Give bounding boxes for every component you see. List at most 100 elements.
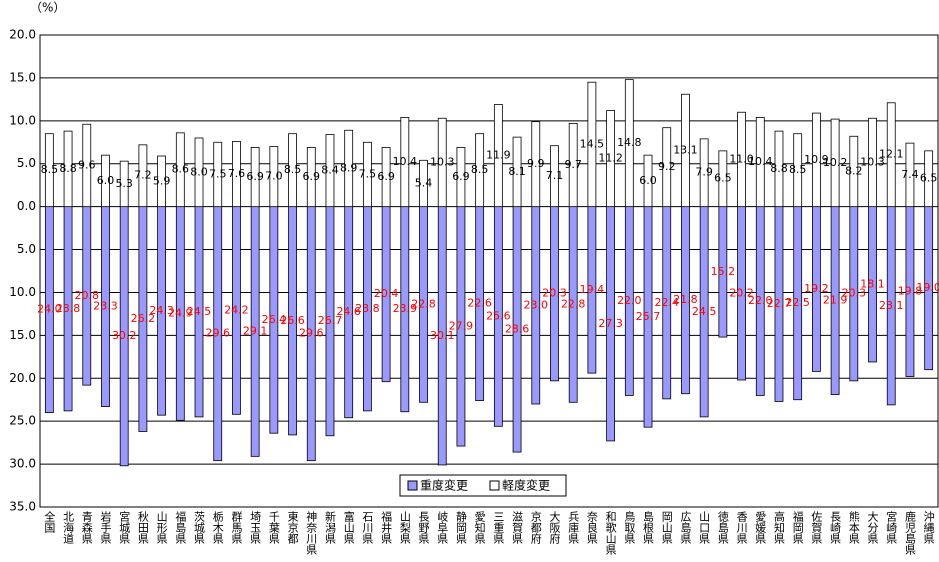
y-tick-label: 5.0	[17, 242, 36, 256]
data-label: 8.9	[340, 161, 358, 174]
bar	[774, 130, 784, 208]
x-tick-label: 島根県	[642, 510, 655, 545]
data-label: 6.9	[246, 170, 264, 183]
data-label: 30.2	[112, 329, 137, 342]
data-label: 26.2	[131, 312, 156, 325]
x-tick-label: 岐阜県	[436, 511, 449, 545]
data-label: 25.7	[636, 310, 661, 323]
data-label: 10.3	[860, 155, 885, 168]
bar	[101, 154, 110, 208]
data-label: 27.3	[598, 317, 623, 330]
data-label: 15.2	[711, 265, 736, 278]
bar	[362, 141, 372, 208]
bar	[718, 150, 728, 208]
x-tick-label: 鹿児島県	[903, 510, 916, 556]
bar	[531, 121, 541, 208]
data-label: 12.1	[879, 148, 904, 161]
x-tick-label: 東京都	[286, 511, 299, 544]
data-label: 8.8	[770, 162, 788, 175]
data-label: 8.4	[321, 164, 339, 177]
bar	[512, 136, 522, 208]
data-label: 19.0	[916, 281, 939, 294]
data-label: 23.8	[355, 302, 380, 315]
data-label: 20.8	[75, 289, 100, 302]
data-label: 7.5	[209, 167, 227, 180]
x-tick-label: 佐賀県	[810, 510, 823, 545]
data-label: 8.5	[41, 163, 59, 176]
data-label: 10.2	[823, 156, 848, 169]
data-label: 13.1	[673, 143, 698, 156]
data-label: 24.6	[336, 305, 361, 318]
x-tick-label: 和歌山県	[604, 511, 617, 556]
data-label: 7.2	[134, 169, 152, 182]
data-label: 8.1	[508, 165, 526, 178]
x-tick-label: 栃木県	[211, 510, 224, 545]
data-label: 10.9	[804, 153, 829, 166]
x-tick-label: 石川県	[361, 511, 374, 545]
bar	[82, 123, 92, 208]
bar	[493, 104, 503, 208]
bar	[587, 81, 597, 208]
y-tick-label: 10.0	[9, 113, 36, 127]
data-label: 24.5	[692, 305, 717, 318]
bar	[213, 141, 223, 208]
bar	[306, 147, 316, 208]
data-label: 8.0	[190, 165, 208, 178]
bar	[886, 102, 896, 208]
x-tick-label: 高知県	[772, 510, 785, 545]
x-tick-label: 青森県	[80, 511, 93, 545]
data-label: 7.5	[359, 167, 377, 180]
x-tick-label: 静岡県	[454, 510, 467, 545]
bar	[232, 141, 241, 208]
data-label: 18.1	[860, 277, 885, 290]
y-tick-label: 15.0	[9, 70, 36, 84]
bar	[175, 132, 185, 208]
legend-label: 重度変更	[420, 478, 468, 493]
y-tick-label: 30.0	[9, 457, 36, 471]
y-tick-label: 10.0	[9, 285, 36, 299]
data-label: 8.5	[789, 163, 807, 176]
bar	[811, 112, 821, 208]
data-label: 6.9	[452, 170, 470, 183]
bar	[344, 129, 354, 208]
unit-label: （%）	[30, 1, 65, 15]
bar	[643, 154, 653, 208]
x-tick-label: 宮城県	[118, 510, 131, 545]
data-label: 20.4	[374, 287, 399, 300]
data-label: 25.6	[486, 309, 511, 322]
data-label: 22.0	[617, 294, 642, 307]
x-tick-label: 岡山県	[660, 511, 673, 545]
bar	[568, 122, 578, 208]
data-label: 24.9	[168, 306, 193, 319]
data-label: 23.1	[879, 299, 904, 312]
data-label: 9.2	[658, 160, 676, 173]
bar	[119, 160, 129, 208]
data-label: 7.0	[265, 170, 283, 183]
y-tick-label: 35.0	[9, 500, 36, 514]
data-label: 5.3	[115, 177, 133, 190]
bar	[905, 142, 915, 208]
x-tick-label: 長野県	[417, 511, 430, 545]
y-tick-label: 25.0	[9, 414, 36, 428]
data-label: 20.3	[842, 287, 867, 300]
bar	[250, 147, 260, 208]
x-tick-label: 秋田県	[136, 510, 149, 545]
y-tick-label: 15.0	[9, 328, 36, 342]
x-tick-label: 新潟県	[323, 510, 336, 545]
bar	[868, 117, 877, 208]
bar	[737, 111, 746, 208]
data-label: 24.5	[187, 305, 212, 318]
x-tick-label: 山口県	[698, 511, 711, 545]
data-label: 29.6	[299, 327, 324, 340]
x-tick-label: 群馬県	[230, 510, 243, 545]
y-tick-label: 5.0	[17, 156, 36, 170]
x-tick-label: 福岡県	[791, 510, 804, 545]
x-tick-label: 滋賀県	[511, 511, 524, 545]
bar	[381, 147, 391, 208]
data-label: 6.0	[639, 174, 657, 187]
data-label: 22.5	[785, 296, 810, 309]
data-label: 10.4	[393, 155, 418, 168]
x-tick-label: 岩手県	[99, 510, 112, 545]
data-label: 22.8	[411, 297, 436, 310]
